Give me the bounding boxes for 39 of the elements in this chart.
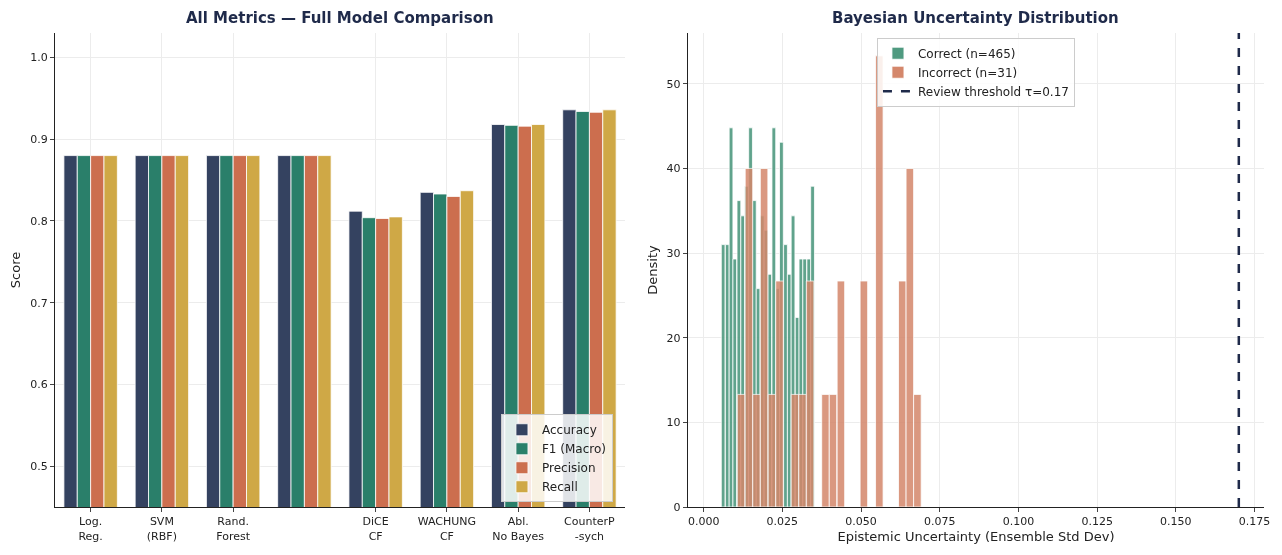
x-tick-label: 0.125 [1081,515,1113,529]
x-tick-label: SVM (RBF) [146,515,177,543]
x-tick-label: 0.100 [1002,515,1035,529]
y-tick-label: 1.0 [30,51,48,65]
legend-label: Accuracy [541,423,597,438]
x-tick-label: Abl. No Bayes [492,515,545,543]
y-tick-label: 0.7 [30,296,48,310]
legend-label: F1 (Macro) [541,442,606,457]
x-tick-label: 0.000 [687,515,720,529]
y-tick-label: 0.9 [30,133,48,147]
legend-label: Precision [541,461,596,476]
x-tick-label: WACHUNG CF [417,515,477,543]
y-tick-label: 20 [666,331,681,345]
x-tick-label: DiCE CF [362,515,389,543]
ref-line-label: Review threshold τ=0.17 [917,84,1069,99]
chart-title: Bayesian Uncertainty Distribution [832,9,1119,27]
y-axis-title: Score [8,251,24,289]
y-axis-title: Density [644,244,660,295]
y-tick-label: 50 [666,77,681,91]
x-tick-label: CounterP -sych [564,515,616,543]
y-tick-label: 0 [673,500,681,514]
x-axis-title: Epistemic Uncertainty (Ensemble Std Dev) [837,528,1115,544]
y-tick-label: 40 [666,162,681,176]
y-tick-label: 0.6 [30,378,48,392]
x-tick-label: 0.025 [766,515,799,529]
y-tick-label: 0.8 [30,214,48,228]
y-tick-label: 30 [666,246,681,260]
x-tick-label: Log. Reg. [78,515,103,543]
legend-label: Correct (n=465) [917,46,1016,61]
x-tick-label: 0.150 [1160,515,1192,529]
x-tick-label: 0.050 [845,515,877,529]
x-tick-label: 0.075 [924,515,956,529]
x-tick-label: Rand. Forest [216,515,251,543]
legend-label: Recall [541,480,578,495]
x-tick-label: 0.175 [1238,515,1271,529]
y-tick-label: 0.5 [30,459,48,473]
chart-title: All Metrics — Full Model Comparison [186,9,494,27]
legend-label: Incorrect (n=31) [917,65,1018,80]
y-tick-label: 10 [666,416,681,430]
